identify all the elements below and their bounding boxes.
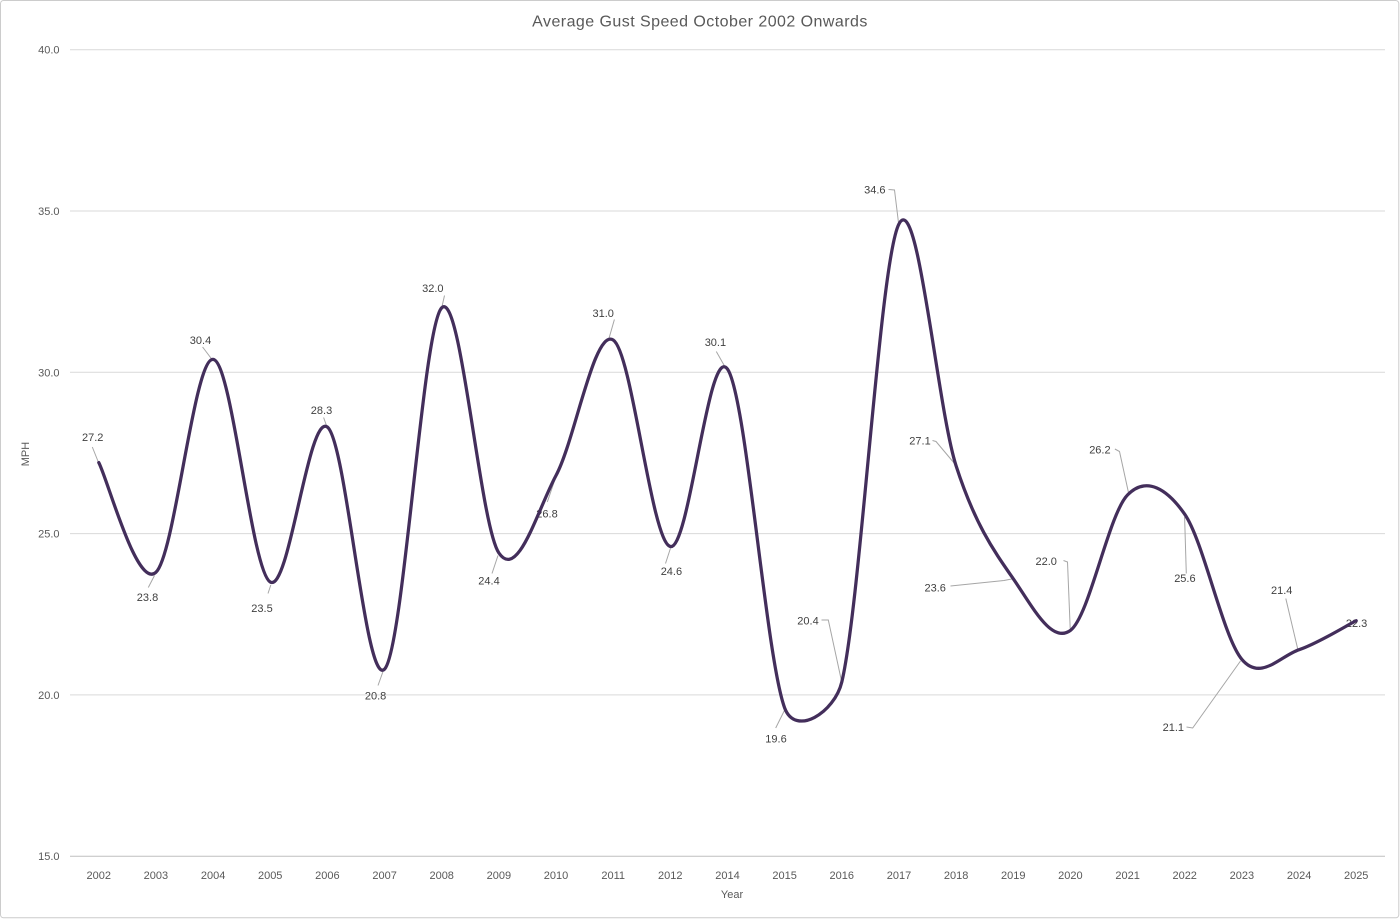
svg-text:Average Gust Speed October 200: Average Gust Speed October 2002 Onwards	[532, 14, 868, 31]
svg-text:22.3: 22.3	[1346, 618, 1367, 630]
svg-text:2012: 2012	[658, 870, 682, 882]
svg-text:31.0: 31.0	[592, 308, 613, 320]
svg-text:30.1: 30.1	[705, 337, 726, 349]
svg-text:25.6: 25.6	[1174, 573, 1195, 585]
svg-text:30.0: 30.0	[38, 367, 59, 379]
svg-text:23.8: 23.8	[137, 592, 158, 604]
svg-text:2009: 2009	[487, 870, 511, 882]
svg-text:2002: 2002	[87, 870, 111, 882]
svg-text:20.8: 20.8	[365, 691, 386, 703]
svg-text:27.2: 27.2	[82, 432, 103, 444]
svg-text:2025: 2025	[1344, 870, 1368, 882]
svg-text:2007: 2007	[372, 870, 396, 882]
svg-text:19.6: 19.6	[765, 734, 786, 746]
svg-text:2016: 2016	[830, 870, 854, 882]
svg-text:2023: 2023	[1230, 870, 1254, 882]
svg-text:2006: 2006	[315, 870, 339, 882]
svg-text:2005: 2005	[258, 870, 282, 882]
svg-text:20.4: 20.4	[797, 616, 818, 628]
svg-text:24.4: 24.4	[478, 576, 499, 588]
svg-text:28.3: 28.3	[311, 405, 332, 417]
svg-text:23.5: 23.5	[251, 603, 272, 615]
svg-text:30.4: 30.4	[190, 335, 211, 347]
svg-text:2008: 2008	[429, 870, 453, 882]
svg-text:27.1: 27.1	[909, 436, 930, 448]
svg-text:2019: 2019	[1001, 870, 1025, 882]
svg-text:25.0: 25.0	[38, 529, 59, 541]
svg-text:15.0: 15.0	[38, 851, 59, 863]
svg-text:35.0: 35.0	[38, 206, 59, 218]
svg-text:Year: Year	[721, 889, 744, 901]
svg-text:32.0: 32.0	[422, 283, 443, 295]
svg-text:2004: 2004	[201, 870, 225, 882]
svg-text:2017: 2017	[887, 870, 911, 882]
svg-text:34.6: 34.6	[864, 185, 885, 197]
svg-text:MPH: MPH	[20, 442, 32, 467]
svg-text:2014: 2014	[715, 870, 739, 882]
svg-text:26.8: 26.8	[536, 509, 557, 521]
svg-text:23.6: 23.6	[924, 583, 945, 595]
svg-text:2024: 2024	[1287, 870, 1311, 882]
svg-text:2015: 2015	[772, 870, 796, 882]
svg-text:2011: 2011	[601, 870, 625, 882]
svg-text:2018: 2018	[944, 870, 968, 882]
svg-text:2003: 2003	[144, 870, 168, 882]
svg-text:2021: 2021	[1115, 870, 1139, 882]
svg-text:2022: 2022	[1172, 870, 1196, 882]
svg-text:20.0: 20.0	[38, 690, 59, 702]
svg-text:21.4: 21.4	[1271, 585, 1292, 597]
svg-text:2020: 2020	[1058, 870, 1082, 882]
svg-text:40.0: 40.0	[38, 45, 59, 57]
svg-text:2010: 2010	[544, 870, 568, 882]
svg-text:21.1: 21.1	[1163, 722, 1184, 734]
svg-text:24.6: 24.6	[661, 566, 682, 578]
svg-text:22.0: 22.0	[1035, 556, 1056, 568]
svg-text:26.2: 26.2	[1089, 445, 1110, 457]
